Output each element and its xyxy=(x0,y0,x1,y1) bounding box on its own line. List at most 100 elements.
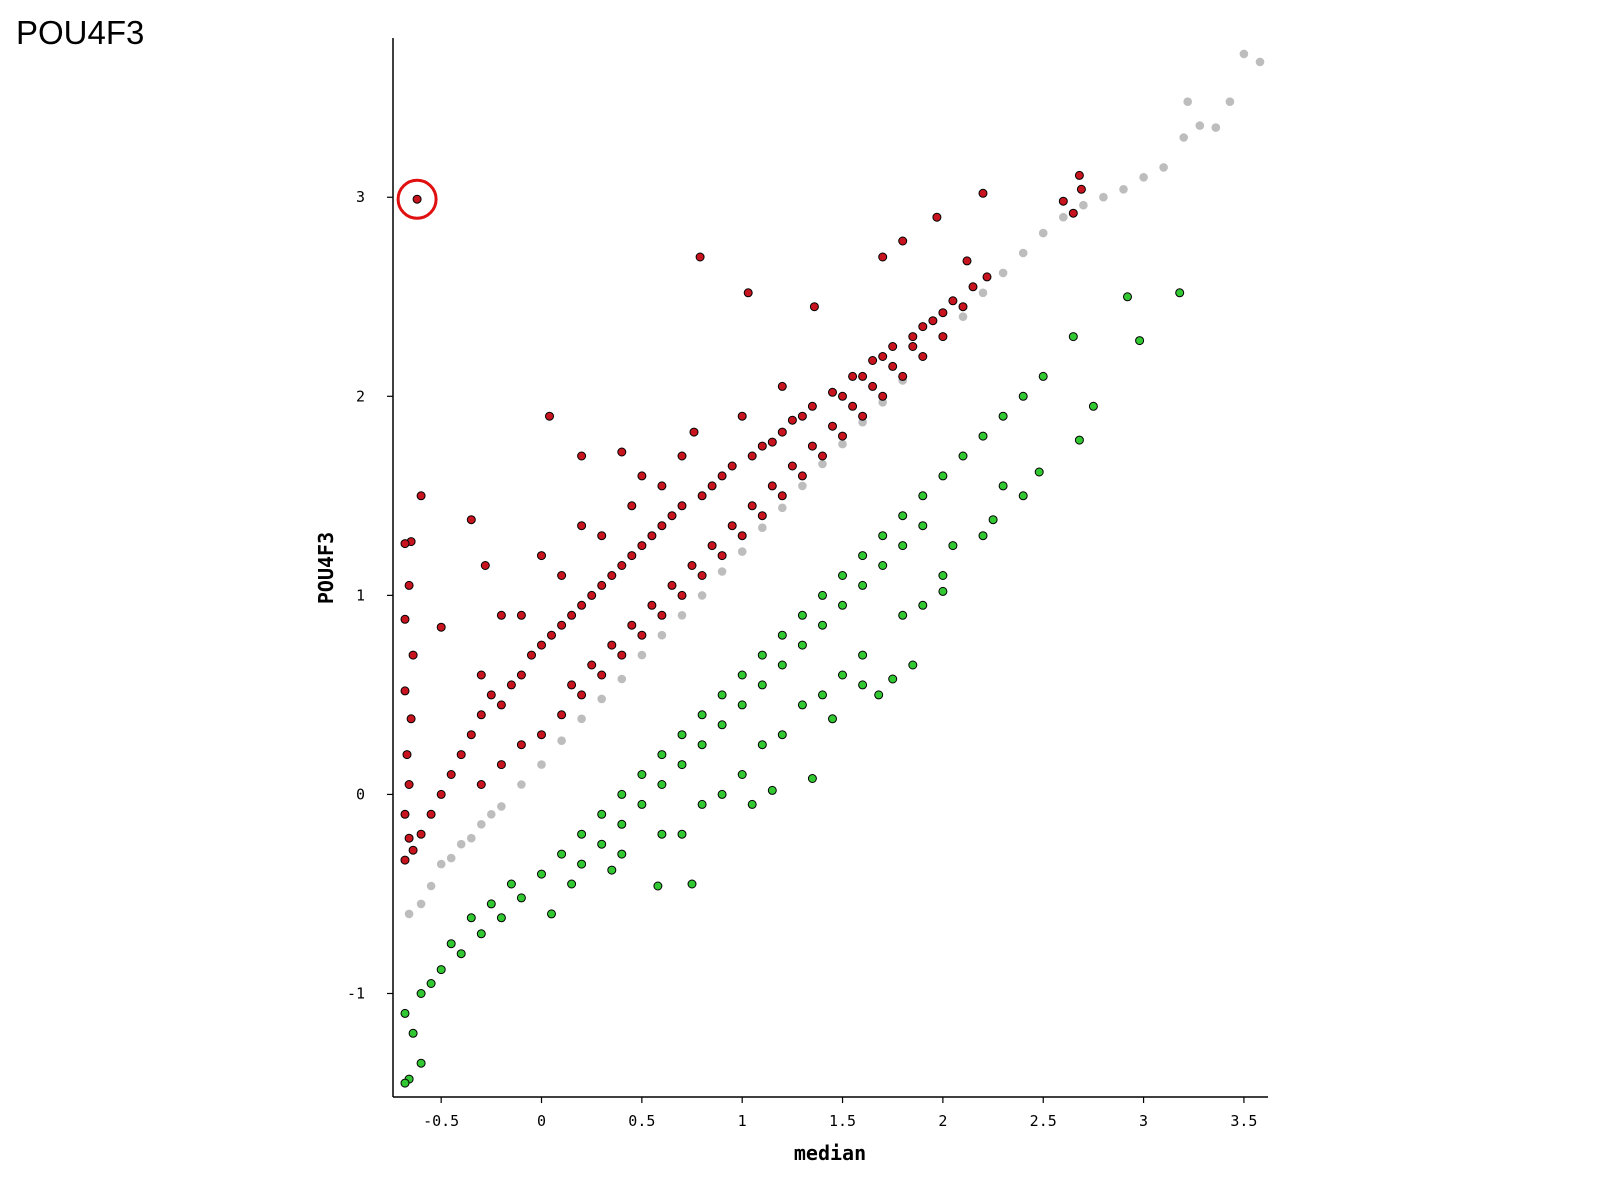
scatter-point xyxy=(807,774,817,783)
scatter-point xyxy=(587,660,597,670)
scatter-point xyxy=(637,471,647,481)
scatter-point xyxy=(828,387,837,397)
scatter-point xyxy=(1139,173,1148,182)
slide-title: POU4F3 xyxy=(16,14,145,51)
scatter-point xyxy=(1038,228,1048,238)
scatter-point xyxy=(978,531,988,541)
scatter-point xyxy=(1088,401,1098,411)
scatter-point xyxy=(446,853,456,863)
x-ticks: -0.5 0 0.5 1 1.5 2 2.5 3 3.5 xyxy=(423,1097,1257,1130)
scatter-point xyxy=(777,427,787,437)
scatter-point xyxy=(557,736,566,745)
scatter-point xyxy=(697,740,707,750)
scatter-point xyxy=(757,511,767,521)
scatter-point xyxy=(1058,196,1068,206)
y-tick-label: 1 xyxy=(356,586,365,604)
scatter-point xyxy=(938,332,948,342)
scatter-point xyxy=(757,650,767,660)
scatter-point xyxy=(717,720,727,730)
scatter-point xyxy=(717,690,727,700)
scatter-point xyxy=(998,481,1008,491)
scatter-point xyxy=(717,567,727,576)
scatter-point xyxy=(617,650,627,660)
scatter-point xyxy=(898,371,908,381)
scatter-point xyxy=(607,640,617,650)
scatter-point xyxy=(637,650,647,660)
scatter-point xyxy=(767,481,777,491)
scatter-point xyxy=(446,770,456,779)
scatter-point xyxy=(962,256,972,266)
scatter-point xyxy=(908,332,918,342)
scatter-point xyxy=(547,630,556,640)
scatter-point xyxy=(466,913,476,923)
scatter-point xyxy=(687,561,697,570)
scatter-point xyxy=(506,879,516,889)
scatter-point xyxy=(496,760,506,770)
scatter-point xyxy=(617,674,627,684)
scatter-point xyxy=(858,680,868,690)
scatter-point xyxy=(898,610,908,620)
y-axis-label: POU4F3 xyxy=(314,532,338,604)
scatter-point xyxy=(707,541,717,551)
scatter-point xyxy=(818,620,827,630)
scatter-point xyxy=(1099,192,1108,202)
scatter-point xyxy=(597,809,607,819)
scatter-point xyxy=(657,610,667,620)
scatter-point xyxy=(737,547,747,556)
scatter-point xyxy=(874,690,884,700)
scatter-point xyxy=(878,531,888,541)
scatter-point xyxy=(1119,185,1128,194)
scatter-point xyxy=(607,865,617,875)
scatter-point xyxy=(426,979,436,988)
scatter-point xyxy=(737,411,747,421)
scatter-point xyxy=(496,700,506,710)
scatter-point xyxy=(677,451,687,461)
scatter-point xyxy=(1225,97,1235,106)
scatter-point xyxy=(637,799,647,809)
scatter-point xyxy=(818,690,827,700)
scatter-point xyxy=(456,949,466,959)
scatter-point xyxy=(848,371,858,381)
scatter-point xyxy=(767,437,777,447)
scatter-point xyxy=(617,561,627,570)
scatter-point xyxy=(1076,184,1086,194)
scatter-point xyxy=(577,714,586,724)
scatter-point xyxy=(998,411,1008,421)
scatter-point xyxy=(1034,467,1044,477)
scatter-point xyxy=(577,521,587,531)
y-tick-label: -1 xyxy=(347,984,365,1002)
scatter-point xyxy=(567,879,577,889)
points-layer xyxy=(400,49,1265,1088)
scatter-point xyxy=(747,501,757,511)
x-tick-label: 1.5 xyxy=(829,1112,856,1130)
x-tick-label: 0.5 xyxy=(628,1112,655,1130)
scatter-point xyxy=(497,802,506,811)
x-tick-label: 2 xyxy=(938,1112,947,1130)
scatter-point xyxy=(818,451,827,461)
y-tick-label: 0 xyxy=(356,785,365,803)
scatter-point xyxy=(677,730,687,740)
scatter-point xyxy=(778,503,787,513)
annotation-layer xyxy=(396,178,438,220)
scatter-point xyxy=(689,427,699,437)
scatter-point xyxy=(978,431,988,441)
scatter-point xyxy=(537,730,546,740)
scatter-point xyxy=(677,829,687,839)
scatter-point xyxy=(677,611,687,620)
scatter-point xyxy=(868,381,878,391)
scatter-point xyxy=(557,571,567,580)
scatter-point xyxy=(1159,163,1168,172)
scatter-point xyxy=(476,929,486,939)
scatter-point xyxy=(486,690,496,700)
scatter-point xyxy=(737,531,747,541)
scatter-point xyxy=(537,760,546,769)
scatter-point xyxy=(898,511,908,521)
scatter-point xyxy=(978,288,988,298)
scatter-point xyxy=(848,401,858,411)
scatter-point xyxy=(818,590,827,600)
scatter-point xyxy=(436,622,446,632)
scatter-point xyxy=(557,620,567,630)
scatter-point xyxy=(697,591,707,600)
scatter-point xyxy=(657,750,667,760)
